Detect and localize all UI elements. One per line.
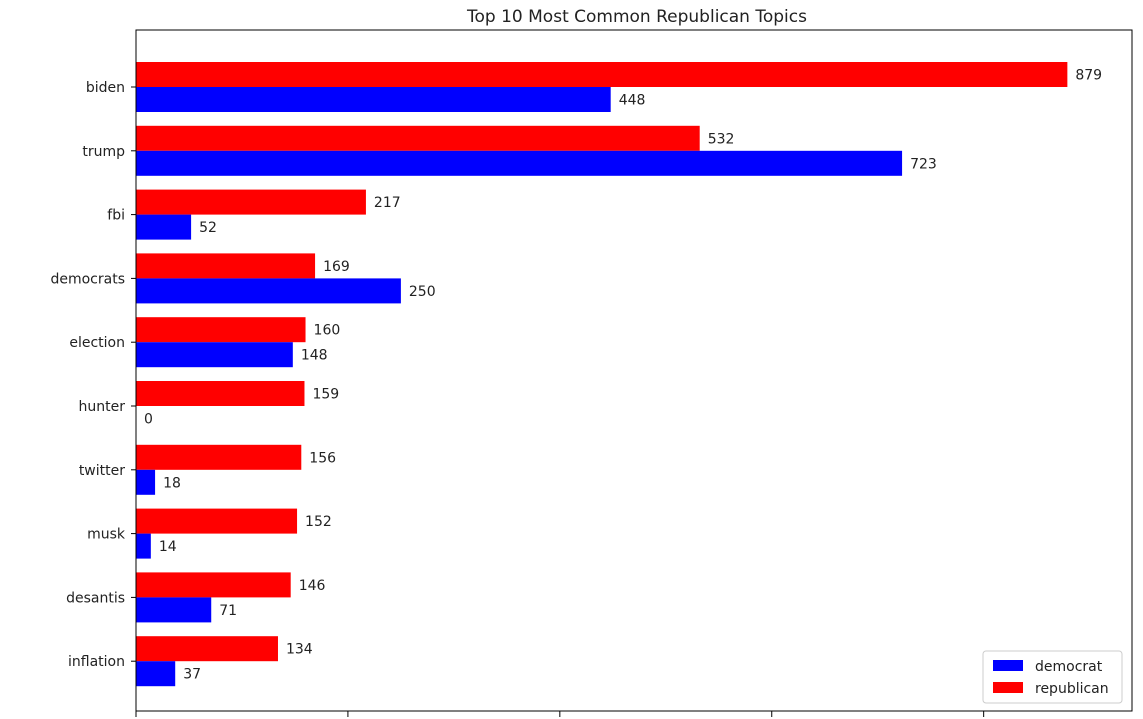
- bar-republican-hunter: [136, 381, 305, 406]
- bar-republican-trump: [136, 125, 700, 151]
- bar-democrat-musk: [136, 533, 151, 559]
- y-tick-label-democrats: democrats: [50, 271, 125, 287]
- bar-democrat-democrats: [136, 278, 401, 304]
- legend-swatch-democrat: [993, 660, 1023, 671]
- bar-republican-fbi: [136, 189, 366, 215]
- legend-label-republican: republican: [1035, 681, 1109, 697]
- bar-republican-biden: [136, 62, 1068, 87]
- plot-area-frame: [135, 29, 1133, 712]
- bar-republican-twitter: [136, 444, 302, 470]
- bar-republican-desantis: [136, 572, 291, 598]
- bar-republican-election: [136, 317, 306, 343]
- value-label-democrat-twitter: 18: [163, 475, 181, 491]
- value-label-republican-election: 160: [314, 323, 341, 339]
- bar-democrat-fbi: [136, 214, 192, 240]
- y-tick-label-hunter: hunter: [79, 399, 126, 415]
- bar-republican-democrats: [136, 253, 316, 279]
- value-label-democrat-election: 148: [301, 348, 328, 364]
- value-label-democrat-fbi: 52: [199, 220, 217, 236]
- y-tick-label-musk: musk: [87, 527, 126, 543]
- bars-layer: [136, 62, 1068, 687]
- bar-democrat-desantis: [136, 597, 212, 623]
- chart-title: Top 10 Most Common Republican Topics: [466, 7, 807, 27]
- bar-democrat-trump: [136, 150, 903, 176]
- value-label-republican-hunter: 159: [312, 387, 339, 403]
- value-label-republican-twitter: 156: [309, 450, 336, 466]
- value-label-democrat-desantis: 71: [219, 603, 237, 619]
- y-axis-ticks: biden trump fbi democrats election hunter twit…: [50, 80, 136, 670]
- bar-democrat-inflation: [136, 661, 176, 687]
- y-tick-label-twitter: twitter: [79, 463, 125, 479]
- bar-democrat-twitter: [136, 469, 156, 495]
- y-tick-label-inflation: inflation: [68, 654, 125, 670]
- value-label-democrat-democrats: 250: [409, 284, 436, 300]
- value-label-republican-musk: 152: [305, 514, 332, 530]
- x-axis-ticks: [135, 711, 985, 717]
- legend: democrat republican: [982, 650, 1123, 704]
- bar-republican-musk: [136, 508, 298, 534]
- y-tick-label-biden: biden: [86, 80, 125, 96]
- value-label-republican-fbi: 217: [374, 195, 401, 211]
- bar-democrat-election: [136, 342, 293, 368]
- y-tick-label-election: election: [69, 335, 125, 351]
- value-label-republican-desantis: 146: [299, 578, 326, 594]
- legend-swatch-republican: [993, 682, 1023, 693]
- y-tick-label-desantis: desantis: [66, 590, 125, 606]
- value-label-democrat-musk: 14: [159, 539, 177, 555]
- value-label-republican-democrats: 169: [323, 259, 350, 275]
- value-label-republican-inflation: 134: [286, 642, 313, 658]
- value-label-democrat-inflation: 37: [183, 667, 201, 683]
- legend-label-democrat: democrat: [1035, 659, 1103, 675]
- value-label-democrat-hunter: 0: [144, 412, 153, 428]
- y-tick-label-fbi: fbi: [107, 208, 125, 224]
- bar-democrat-biden: [136, 87, 611, 112]
- value-label-republican-biden: 879: [1075, 68, 1102, 84]
- value-label-democrat-trump: 723: [910, 156, 937, 172]
- value-labels-layer: 879 448 532 723 217 52 169 250 160 148 159 0 156 18 15…: [144, 68, 1102, 683]
- value-label-republican-trump: 532: [708, 131, 735, 147]
- value-label-democrat-biden: 448: [619, 93, 646, 109]
- bar-republican-inflation: [136, 636, 278, 662]
- y-tick-label-trump: trump: [82, 144, 125, 160]
